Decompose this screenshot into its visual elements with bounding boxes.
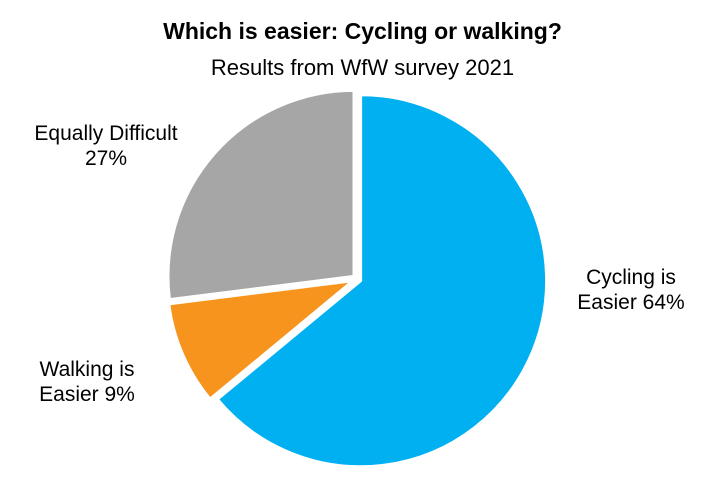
slice-label-walking: Walking is Easier 9% [24, 357, 150, 407]
slice-label-walking-line-1: Walking is [39, 358, 135, 381]
pie-slice-walking [167, 279, 355, 401]
slice-label-equally-difficult-line-1: Equally Difficult [34, 122, 178, 145]
chart-subtitle: Results from WfW survey 2021 [210, 55, 515, 80]
slice-label-cycling-line-2: Easier 64% [577, 291, 685, 314]
pie-slice-cycling [215, 93, 549, 469]
slice-label-cycling: Cycling is Easier 64% [567, 265, 695, 315]
slice-label-equally-difficult: Equally Difficult 27% [16, 121, 196, 171]
slice-label-walking-line-2: Easier 9% [39, 383, 135, 406]
slice-label-cycling-line-1: Cycling is [586, 266, 676, 289]
slice-label-equally-difficult-line-2: 27% [84, 147, 128, 170]
chart-title: Which is easier: Cycling or walking? [163, 18, 562, 44]
pie-slice-equally-difficult [166, 88, 356, 302]
